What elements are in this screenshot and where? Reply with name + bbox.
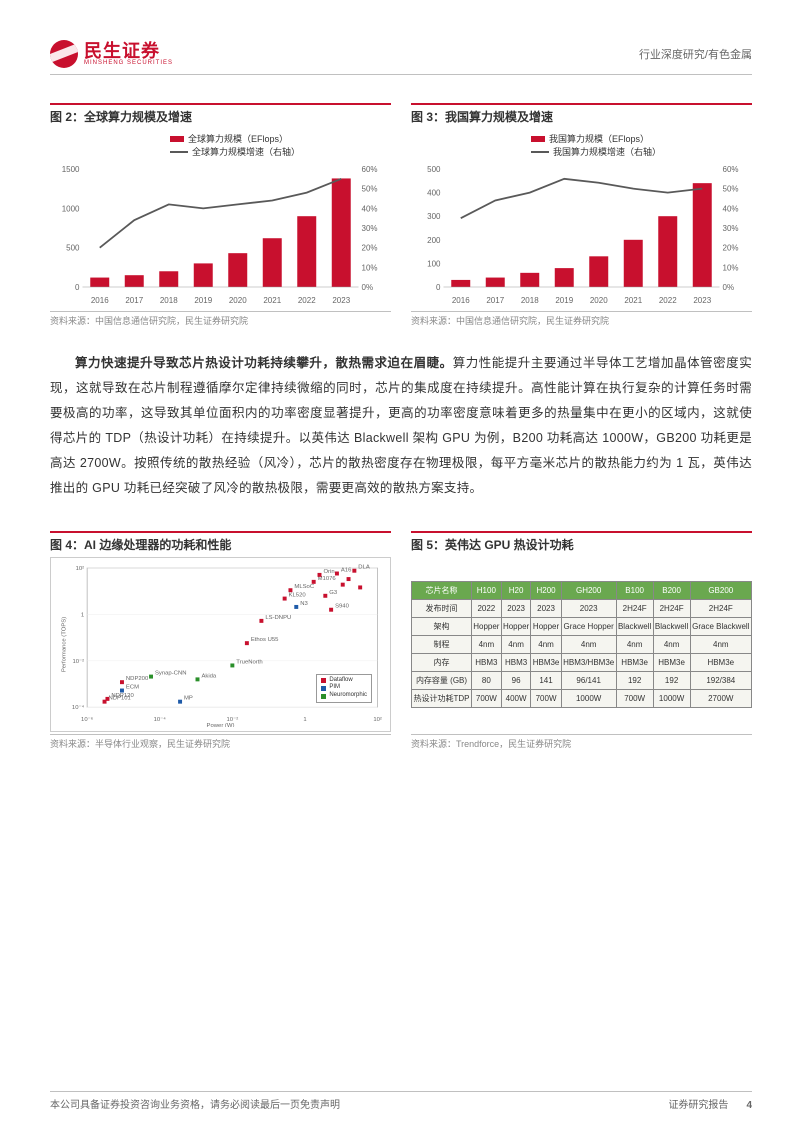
svg-text:10⁻²: 10⁻² [72, 659, 84, 665]
svg-text:NDP120: NDP120 [111, 693, 134, 699]
svg-text:N3: N3 [300, 601, 308, 607]
footer-disclaimer: 本公司具备证券投资咨询业务资格，请务必阅读最后一页免责声明 [50, 1096, 340, 1111]
body-bold: 算力快速提升导致芯片热设计功耗持续攀升，散热需求迫在眉睫。 [75, 356, 453, 370]
svg-text:10%: 10% [362, 263, 378, 272]
svg-text:0%: 0% [723, 283, 735, 292]
svg-text:500: 500 [427, 165, 441, 174]
svg-text:NDP200: NDP200 [126, 676, 149, 682]
svg-text:10⁻⁴: 10⁻⁴ [154, 716, 167, 723]
page-header: 民生证券 MINSHENG SECURITIES 行业深度研究/有色金属 [50, 40, 752, 75]
svg-text:2017: 2017 [125, 296, 143, 305]
svg-text:2016: 2016 [91, 296, 109, 305]
fig3-legend: 我国算力规模（EFlops） 我国算力规模增速（右轴） [531, 133, 661, 158]
svg-text:2019: 2019 [194, 296, 212, 305]
svg-text:Performance (TOPS): Performance (TOPS) [61, 617, 67, 672]
svg-text:10%: 10% [723, 263, 739, 272]
svg-text:0%: 0% [362, 283, 374, 292]
svg-text:2022: 2022 [298, 296, 316, 305]
figure-2: 图 2：全球算力规模及增速 全球算力规模（EFlops） 全球算力规模增速（右轴… [50, 103, 391, 327]
svg-text:2020: 2020 [229, 296, 247, 305]
logo: 民生证券 MINSHENG SECURITIES [50, 40, 173, 68]
figure-3: 图 3：我国算力规模及增速 我国算力规模（EFlops） 我国算力规模增速（右轴… [411, 103, 752, 327]
svg-text:30%: 30% [723, 224, 739, 233]
svg-text:2023: 2023 [332, 296, 350, 305]
body-rest: 算力性能提升主要通过半导体工艺增加晶体管密度实现，这就导致在芯片制程遵循摩尔定律… [50, 356, 752, 495]
svg-text:1000: 1000 [62, 204, 80, 213]
svg-text:TrueNorth: TrueNorth [236, 659, 262, 665]
svg-text:100: 100 [427, 259, 441, 268]
fig2-legend: 全球算力规模（EFlops） 全球算力规模增速（右轴） [170, 133, 300, 158]
fig2-source: 资料来源：中国信息通信研究院，民生证券研究院 [50, 311, 391, 327]
svg-text:2021: 2021 [624, 296, 642, 305]
brand-name-en: MINSHENG SECURITIES [84, 60, 173, 66]
svg-text:2016: 2016 [452, 296, 470, 305]
svg-text:0: 0 [75, 283, 80, 292]
svg-text:300: 300 [427, 212, 441, 221]
svg-text:1: 1 [303, 717, 306, 723]
svg-text:Synap-CNN: Synap-CNN [155, 671, 187, 677]
svg-text:20%: 20% [362, 244, 378, 253]
svg-text:MP: MP [184, 696, 193, 702]
fig4-legend: DataflowPIMNeuromorphic [316, 674, 372, 703]
page-footer: 本公司具备证券投资咨询业务资格，请务必阅读最后一页免责声明 证券研究报告 4 [50, 1091, 752, 1111]
svg-text:60%: 60% [723, 165, 739, 174]
svg-text:400: 400 [427, 189, 441, 198]
svg-text:ECM: ECM [126, 685, 139, 691]
svg-text:20%: 20% [723, 244, 739, 253]
svg-text:1500: 1500 [62, 165, 80, 174]
svg-text:G3: G3 [329, 590, 338, 596]
svg-text:Ethos U55: Ethos U55 [251, 637, 279, 643]
svg-text:2017: 2017 [486, 296, 504, 305]
svg-text:Akida: Akida [201, 673, 216, 679]
gpu-tdp-table: 芯片名称H100H20H200GH200B100B200GB200发布时间202… [411, 581, 752, 708]
svg-text:2020: 2020 [590, 296, 608, 305]
svg-text:2018: 2018 [521, 296, 539, 305]
fig5-source: 资料来源：Trendforce，民生证券研究院 [411, 734, 752, 750]
svg-text:50%: 50% [723, 185, 739, 194]
svg-text:40%: 40% [723, 204, 739, 213]
svg-text:60%: 60% [362, 165, 378, 174]
figure-4: 图 4：AI 边缘处理器的功耗和性能 10⁻⁴ 10⁻² 1 10² 10⁻⁶ 10⁻⁴ 1… [50, 531, 391, 750]
brand-name-cn: 民生证券 [84, 42, 173, 60]
svg-text:DLA: DLA [358, 565, 370, 571]
svg-text:Orin: Orin [323, 569, 334, 575]
svg-text:2022: 2022 [659, 296, 677, 305]
svg-text:10²: 10² [373, 717, 382, 723]
fig5-title: 图 5：英伟达 GPU 热设计功耗 [411, 536, 752, 553]
figure-5: 图 5：英伟达 GPU 热设计功耗 芯片名称H100H20H200GH200B1… [411, 531, 752, 750]
svg-text:0: 0 [436, 283, 441, 292]
footer-report-type: 证券研究报告 [668, 1100, 728, 1111]
svg-text:2019: 2019 [555, 296, 573, 305]
svg-text:10²: 10² [76, 566, 85, 572]
svg-text:KL520: KL520 [289, 593, 307, 599]
svg-text:2023: 2023 [693, 296, 711, 305]
svg-text:2021: 2021 [263, 296, 281, 305]
svg-text:30%: 30% [362, 224, 378, 233]
svg-text:LS-DNPU: LS-DNPU [265, 615, 291, 621]
body-paragraph: 算力快速提升导致芯片热设计功耗持续攀升，散热需求迫在眉睫。算力性能提升主要通过半… [50, 351, 752, 501]
svg-text:A16: A16 [341, 568, 352, 574]
svg-text:200: 200 [427, 236, 441, 245]
svg-text:50%: 50% [362, 185, 378, 194]
fig3-source: 资料来源：中国信息通信研究院，民生证券研究院 [411, 311, 752, 327]
fig4-source: 资料来源：半导体行业观察，民生证券研究院 [50, 734, 391, 750]
header-category: 行业深度研究/有色金属 [639, 46, 752, 62]
svg-text:Power (W): Power (W) [207, 723, 235, 727]
svg-text:2018: 2018 [160, 296, 178, 305]
fig2-title: 图 2：全球算力规模及增速 [50, 108, 391, 125]
svg-text:10⁻⁴: 10⁻⁴ [72, 704, 85, 711]
svg-text:S940: S940 [335, 604, 350, 610]
svg-text:1: 1 [81, 612, 84, 618]
svg-text:500: 500 [66, 244, 80, 253]
logo-icon [50, 40, 78, 68]
fig4-title: 图 4：AI 边缘处理器的功耗和性能 [50, 536, 391, 553]
svg-text:MLSoC: MLSoC [294, 584, 314, 590]
fig3-title: 图 3：我国算力规模及增速 [411, 108, 752, 125]
svg-text:40%: 40% [362, 204, 378, 213]
svg-text:10⁻⁶: 10⁻⁶ [81, 716, 94, 723]
page-number: 4 [746, 1100, 752, 1111]
